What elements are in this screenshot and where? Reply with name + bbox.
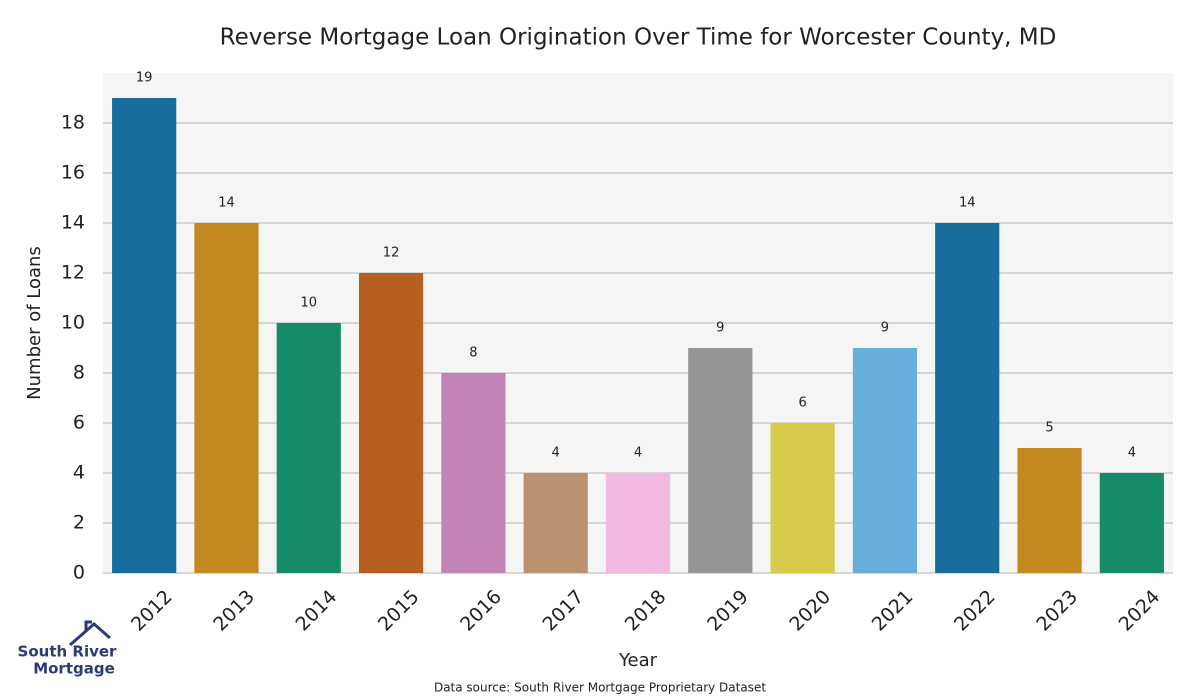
y-tick-label: 10: [61, 312, 85, 334]
x-tick-label: 2012: [127, 586, 177, 636]
value-label: 10: [300, 296, 317, 311]
value-label: 4: [1128, 446, 1136, 461]
x-tick-label: 2014: [292, 586, 342, 636]
y-tick-label: 8: [73, 362, 85, 384]
y-axis-label: Number of Loans: [24, 246, 45, 400]
value-label: 14: [218, 196, 235, 211]
y-tick-label: 4: [73, 462, 85, 484]
x-tick-label: 2016: [456, 586, 506, 636]
y-tick-label: 0: [73, 562, 85, 584]
x-tick-label: 2015: [374, 586, 424, 636]
value-label: 9: [881, 321, 889, 336]
x-tick-label: 2020: [785, 586, 835, 636]
x-tick-label: 2022: [950, 586, 1000, 636]
value-label: 12: [383, 246, 400, 261]
value-label: 5: [1045, 421, 1053, 436]
x-tick-label: 2024: [1115, 586, 1165, 636]
x-tick-label: 2023: [1032, 586, 1082, 636]
chart-title: Reverse Mortgage Loan Origination Over T…: [220, 25, 1057, 51]
bar: [358, 273, 424, 573]
bar: [112, 98, 177, 573]
y-tick-label: 6: [73, 412, 85, 434]
x-tick-label: 2021: [868, 586, 918, 636]
bar: [523, 473, 588, 573]
source-note: Data source: South River Mortgage Propri…: [434, 681, 766, 695]
value-label: 19: [136, 71, 153, 86]
bar: [194, 223, 259, 573]
value-label: 6: [798, 396, 806, 411]
value-label: 14: [959, 196, 976, 211]
x-tick-label: 2018: [621, 586, 671, 636]
bar: [852, 348, 918, 573]
logo-text: Mortgage: [33, 660, 115, 678]
y-tick-label: 2: [73, 512, 85, 534]
bar: [688, 348, 753, 573]
bar: [605, 473, 671, 573]
y-tick-label: 14: [61, 212, 85, 234]
x-tick-label: 2013: [209, 586, 259, 636]
bar: [441, 373, 506, 573]
x-tick-label: 2019: [703, 586, 753, 636]
bar: [1017, 448, 1082, 573]
bar: [935, 223, 1000, 573]
value-label: 4: [552, 446, 560, 461]
bar: [276, 323, 341, 573]
y-tick-label: 12: [61, 262, 85, 284]
bar: [1099, 473, 1164, 573]
y-tick-label: 16: [61, 162, 85, 184]
logo-icon: [69, 620, 111, 647]
bar: [770, 423, 835, 573]
value-label: 9: [716, 321, 724, 336]
value-label: 8: [469, 346, 477, 361]
x-tick-label: 2017: [538, 586, 588, 636]
logo-text: South River: [18, 643, 118, 661]
value-label: 4: [634, 446, 642, 461]
y-tick-label: 18: [61, 112, 85, 134]
x-axis-label: Year: [618, 650, 658, 671]
